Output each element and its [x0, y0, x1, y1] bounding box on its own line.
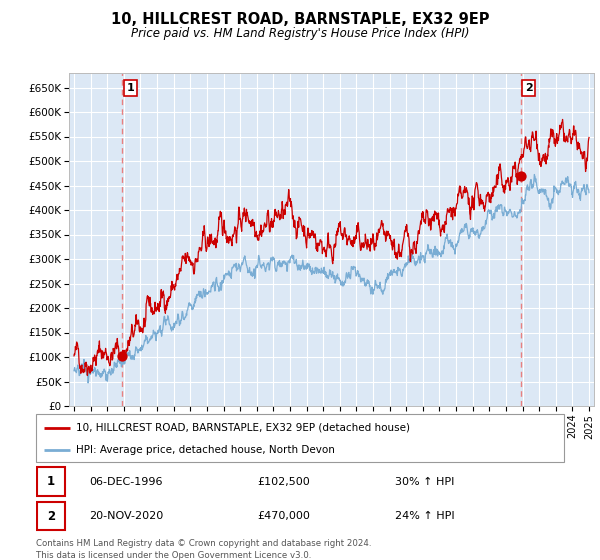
Text: 1: 1: [47, 475, 55, 488]
Text: 06-DEC-1996: 06-DEC-1996: [89, 477, 162, 487]
Text: 2: 2: [525, 83, 533, 93]
Text: 10, HILLCREST ROAD, BARNSTAPLE, EX32 9EP (detached house): 10, HILLCREST ROAD, BARNSTAPLE, EX32 9EP…: [76, 423, 410, 433]
Text: Price paid vs. HM Land Registry's House Price Index (HPI): Price paid vs. HM Land Registry's House …: [131, 27, 469, 40]
Bar: [37, 502, 65, 530]
Text: 20-NOV-2020: 20-NOV-2020: [89, 511, 163, 521]
Text: £470,000: £470,000: [258, 511, 311, 521]
Bar: [37, 468, 65, 496]
Point: [118, 351, 127, 360]
Text: Contains HM Land Registry data © Crown copyright and database right 2024.
This d: Contains HM Land Registry data © Crown c…: [36, 539, 371, 559]
Text: £102,500: £102,500: [258, 477, 311, 487]
Text: 1: 1: [127, 83, 134, 93]
Point: [516, 171, 526, 180]
Text: 24% ↑ HPI: 24% ↑ HPI: [395, 511, 455, 521]
Text: 30% ↑ HPI: 30% ↑ HPI: [395, 477, 454, 487]
Text: 2: 2: [47, 510, 55, 523]
Text: 10, HILLCREST ROAD, BARNSTAPLE, EX32 9EP: 10, HILLCREST ROAD, BARNSTAPLE, EX32 9EP: [111, 12, 489, 27]
Text: HPI: Average price, detached house, North Devon: HPI: Average price, detached house, Nort…: [76, 445, 334, 455]
